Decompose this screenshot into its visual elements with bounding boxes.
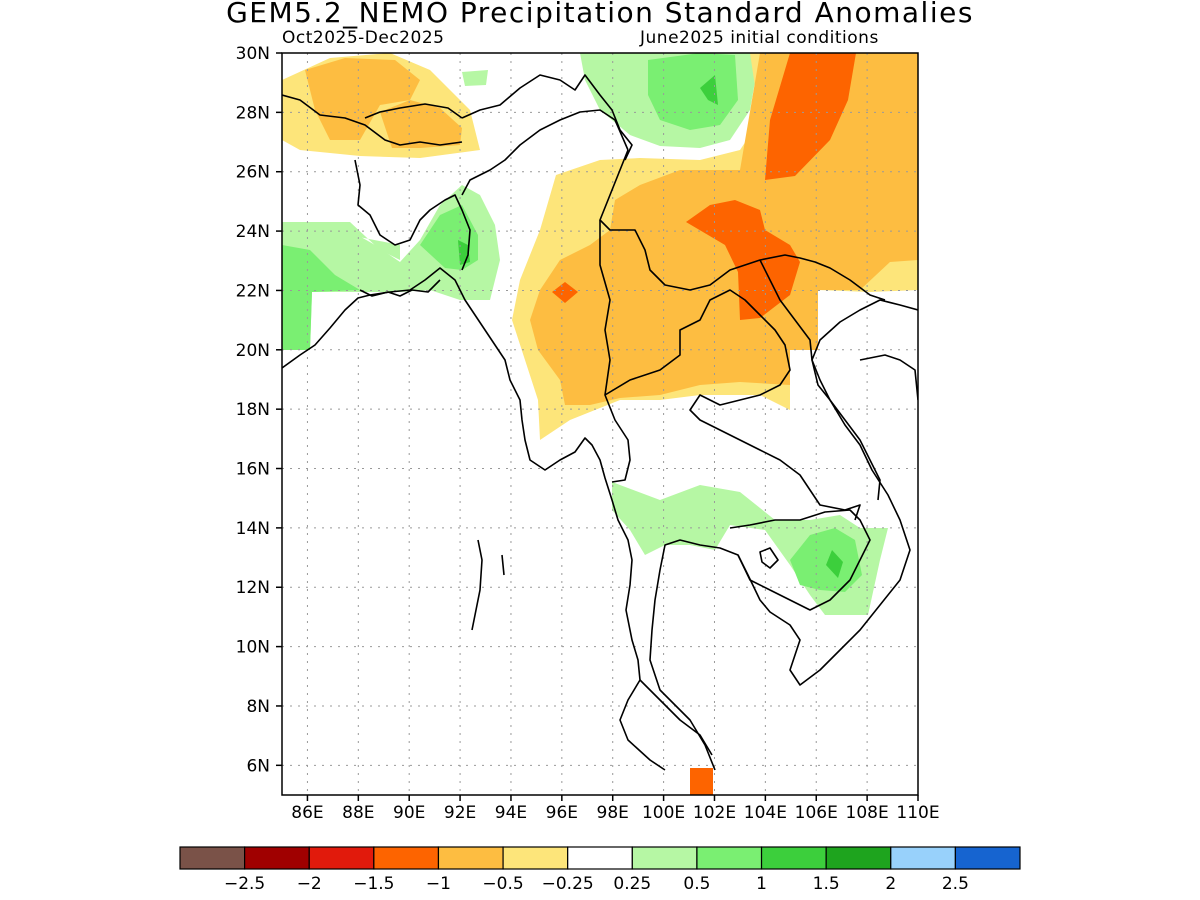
border-thailand-laos <box>604 289 861 521</box>
y-tick-label: 18N <box>236 400 270 420</box>
x-tick-label: 104E <box>744 803 787 823</box>
colorbar-label: 0.25 <box>613 874 651 894</box>
y-tick-label: 8N <box>246 697 270 717</box>
map-title: GEM5.2_NEMO Precipitation Standard Anoma… <box>226 0 974 29</box>
x-tick-label: 92E <box>444 803 476 823</box>
colorbar-label: 2 <box>885 874 896 894</box>
initial-conditions: June2025 initial conditions <box>640 28 879 48</box>
colorbar-label: 2.5 <box>942 874 969 894</box>
anomaly-region-yunnan-north-peak <box>700 75 718 105</box>
colorbar-swatch <box>244 846 310 870</box>
anomaly-region-bhutan <box>380 100 462 148</box>
x-tick-label: 88E <box>342 803 374 823</box>
colorbar-label: −0.25 <box>542 874 594 894</box>
colorbar-label: −1.5 <box>353 874 394 894</box>
anomaly-field <box>282 53 918 795</box>
sundarbans-delta <box>359 279 441 297</box>
y-tick-label: 24N <box>236 222 270 242</box>
anomaly-region-bengal-core <box>282 245 360 350</box>
x-tick-label: 94E <box>495 803 527 823</box>
x-tick-label: 98E <box>597 803 629 823</box>
colorbar-swatch <box>373 846 440 870</box>
y-tick-label: 6N <box>246 756 270 776</box>
anomaly-region-himalaya-core <box>305 58 420 140</box>
colorbar-label: 1.5 <box>813 874 840 894</box>
colorbar-swatch <box>954 846 1021 870</box>
anomaly-region-cambodia-peak <box>826 550 843 578</box>
y-tick-label: 16N <box>236 460 270 480</box>
colorbar-swatch <box>825 846 892 870</box>
forecast-period: Oct2025-Dec2025 <box>282 28 445 48</box>
colorbar-swatch <box>631 846 698 870</box>
border-cambodia <box>729 509 871 611</box>
x-tick-label: 96E <box>546 803 578 823</box>
anomaly-region-yunnan-north-core <box>648 53 738 130</box>
colorbar-swatch <box>696 846 763 870</box>
colorbar-swatch <box>890 846 956 870</box>
colorbar-label: 0.5 <box>683 874 710 894</box>
x-tick-label: 106E <box>795 803 838 823</box>
y-tick-label: 14N <box>236 519 270 539</box>
border-laos-vietnam <box>759 259 881 501</box>
colorbar-swatch <box>437 846 504 870</box>
anomaly-region-myanmar-spot <box>552 282 578 303</box>
plot-frame <box>281 52 919 796</box>
coastline-gulf-thailand <box>649 299 918 771</box>
y-tick-label: 28N <box>236 103 270 123</box>
colorbar-swatch <box>308 846 375 870</box>
y-tick-label: 22N <box>236 281 270 301</box>
colorbar-label: −1 <box>426 874 451 894</box>
colorbar-swatch <box>502 846 569 870</box>
andaman-islands <box>471 539 505 631</box>
border-india-nepal <box>282 94 463 146</box>
y-tick-label: 30N <box>236 44 270 64</box>
x-tick-label: 100E <box>642 803 685 823</box>
colorbar: −2.5 −2 −1.5 −1 −0.5 −0.25 0.25 0.5 1 1.5 2 2.5 <box>179 846 1021 894</box>
colorbar-swatch <box>567 846 633 870</box>
y-tick-label: 20N <box>236 341 270 361</box>
y-tick-label: 12N <box>236 578 270 598</box>
x-tick-label: 86E <box>291 803 323 823</box>
colorbar-swatch <box>179 846 246 870</box>
border-india-myanmar <box>461 109 629 196</box>
coastlines-and-borders <box>282 74 918 771</box>
colorbar-label: −2 <box>297 874 322 894</box>
border-bangladesh <box>354 159 471 271</box>
anomaly-region-sikkim-spot <box>462 70 488 86</box>
axis-ticks: 86E 88E 90E 92E 94E 96E 98E 100E 102E 104E 106E 108… <box>236 44 940 823</box>
x-tick-label: 102E <box>693 803 736 823</box>
border-malay-thailand <box>639 679 713 756</box>
anomaly-region-south-china-north-core <box>765 53 856 180</box>
x-tick-label: 110E <box>896 803 939 823</box>
y-tick-label: 10N <box>236 638 270 658</box>
tonle-sap-lake <box>759 547 779 569</box>
anomaly-region-malay-north <box>690 768 713 795</box>
border-bhutan-china <box>364 103 463 119</box>
x-tick-label: 90E <box>393 803 425 823</box>
colorbar-label: −0.5 <box>482 874 523 894</box>
colorbar-label: 1 <box>756 874 767 894</box>
anomaly-region-cambodia-core <box>790 528 862 592</box>
y-tick-label: 26N <box>236 163 270 183</box>
colorbar-swatch <box>760 846 827 870</box>
colorbar-label: −2.5 <box>224 874 265 894</box>
border-myanmar-china <box>599 149 886 301</box>
x-tick-label: 108E <box>846 803 889 823</box>
coastline-hainan-vietnam <box>859 354 918 401</box>
